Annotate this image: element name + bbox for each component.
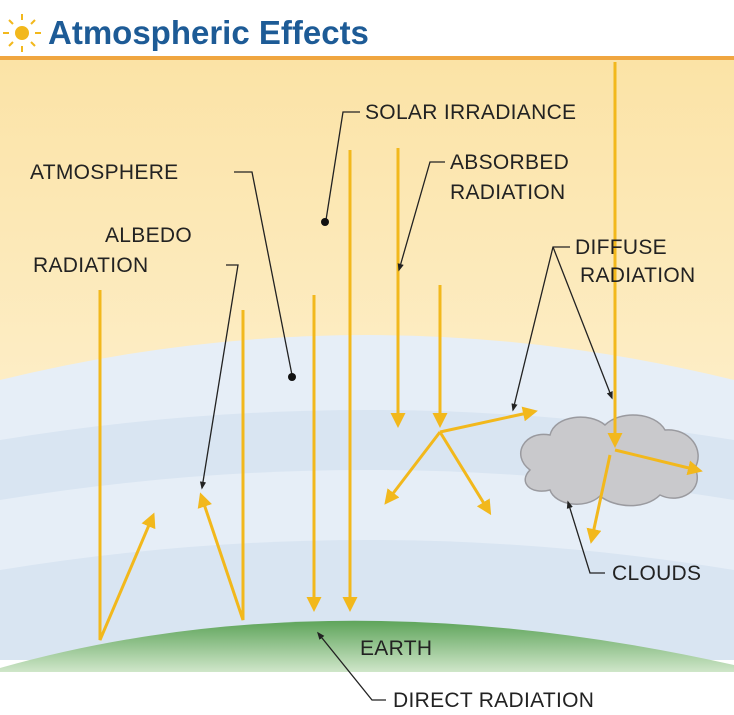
label: RADIATION [33,254,148,277]
label: EARTH [360,637,432,660]
rays [98,62,703,641]
label: DIRECT RADIATION [393,689,594,712]
diffuse-ray [438,431,492,516]
label: RADIATION [450,181,565,204]
label: DIFFUSE [575,236,667,259]
albedo-ray [197,310,245,621]
leader-dot [288,373,296,381]
label: CLOUDS [612,562,701,585]
earth [0,620,734,675]
label: RADIATION [580,264,695,287]
diffuse-ray [439,406,538,434]
label: ATMOSPHERE [30,161,178,184]
label: ALBEDO [105,224,192,247]
leader [325,111,360,221]
diffuse-ray [384,431,442,505]
albedo-ray [98,290,156,641]
header-rule [0,56,734,60]
leader [234,171,293,376]
title: Atmospheric Effects [48,14,369,51]
leaders [199,111,613,701]
leader [317,631,386,701]
leader [552,246,613,400]
cloud-ray [586,454,612,544]
label: ABSORBED [450,151,569,174]
label: SOLAR IRRADIANCE [365,101,576,124]
leader [397,161,445,272]
sun-icon [3,14,41,52]
leader [566,500,605,574]
cloud-ray [614,448,703,476]
leader-dot [321,218,329,226]
atmosphere-band [0,540,734,660]
header: Atmospheric Effects [0,14,734,60]
leader [199,264,239,490]
